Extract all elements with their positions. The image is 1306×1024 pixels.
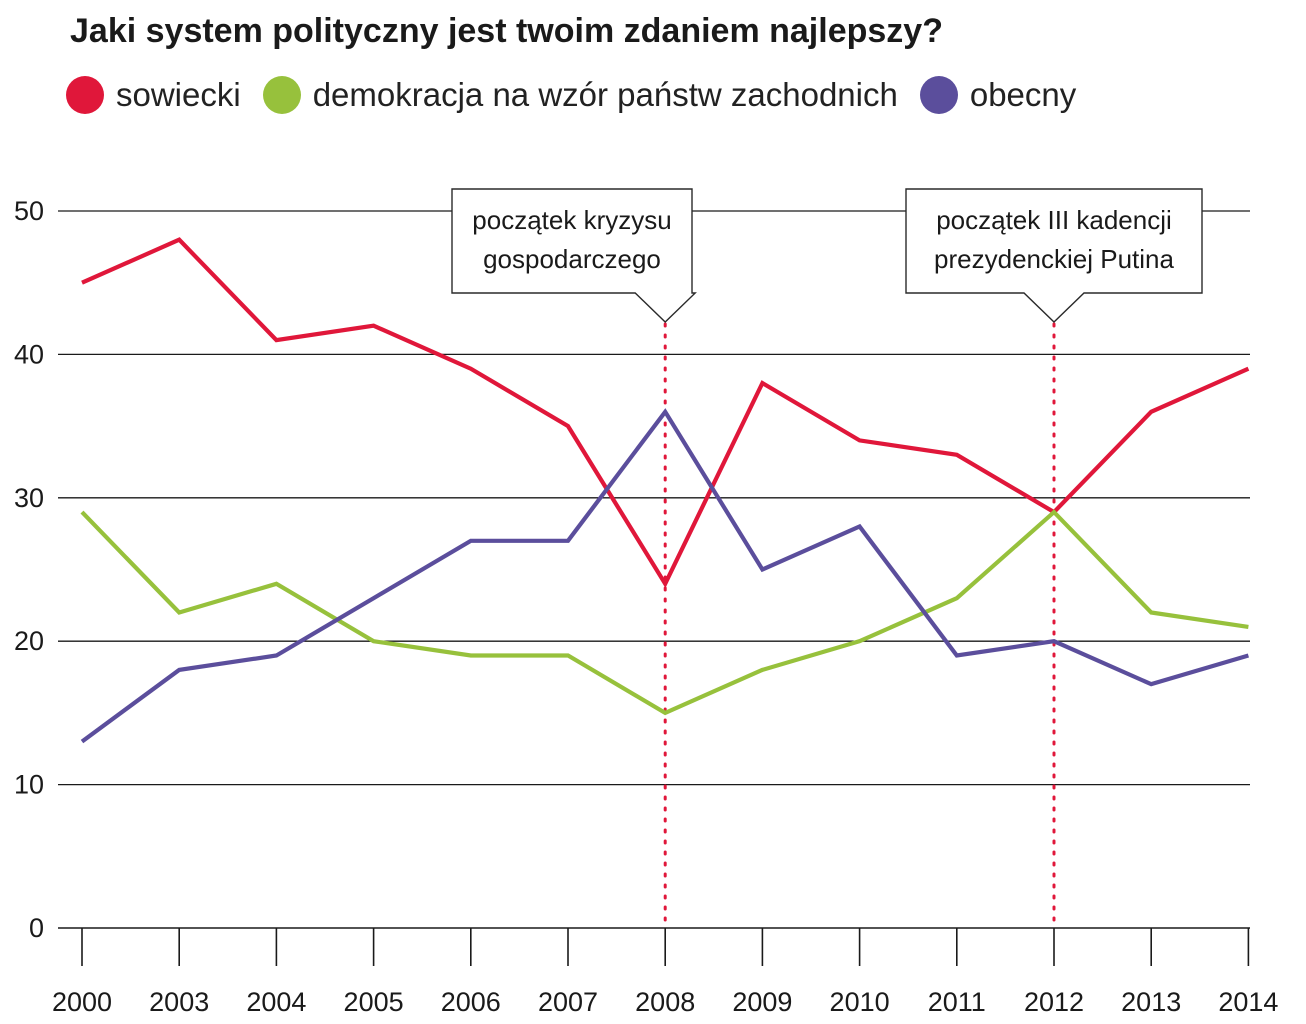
- y-tick-label-0: 0: [29, 913, 44, 943]
- x-tick-label-2004: 2004: [246, 987, 306, 1017]
- y-tick-label-40: 40: [14, 339, 44, 369]
- legend-marker-obecny: [919, 76, 958, 114]
- x-axis: 2000 2003 2004 2005 2006 2007 2008 2009 2010 2011…: [52, 928, 1278, 1017]
- annotation-text-0-0: początek kryzysu: [472, 205, 671, 235]
- x-tick-label-2005: 2005: [344, 987, 404, 1017]
- x-tick-label-2014: 2014: [1218, 987, 1278, 1017]
- legend-label-demokracja: demokracja na wzór państw zachodnich: [312, 76, 898, 113]
- legend-marker-sowiecki: [66, 76, 104, 114]
- annotation-text-0-1: gospodarczego: [483, 244, 661, 274]
- y-tick-label-20: 20: [14, 626, 44, 656]
- x-tick-label-2013: 2013: [1121, 987, 1181, 1017]
- chart-title: Jaki system polityczny jest twoim zdanie…: [70, 12, 943, 50]
- legend-item-sowiecki: sowiecki: [66, 76, 241, 114]
- legend-label-sowiecki: sowiecki: [116, 76, 241, 113]
- annotation-box-1: [905, 188, 1203, 323]
- x-tick-label-2000: 2000: [52, 987, 112, 1017]
- x-tick-label-2007: 2007: [538, 987, 598, 1017]
- legend-label-obecny: obecny: [969, 76, 1077, 113]
- annotations: początek kryzysu gospodarczego początek II…: [451, 188, 1203, 323]
- series-lines: [80, 237, 1250, 744]
- x-tick-label-2008: 2008: [635, 987, 695, 1017]
- x-tick-label-2012: 2012: [1024, 987, 1084, 1017]
- x-tick-label-2009: 2009: [732, 987, 792, 1017]
- y-tick-label-30: 30: [14, 483, 44, 513]
- y-tick-label-50: 50: [14, 196, 44, 226]
- legend-marker-demokracja: [262, 76, 301, 114]
- x-tick-label-2006: 2006: [441, 987, 501, 1017]
- x-tick-label-2010: 2010: [830, 987, 890, 1017]
- annotation-text-1-0: początek III kadencji: [936, 205, 1172, 235]
- legend: sowiecki demokracja na wzór państw zacho…: [66, 76, 1098, 114]
- x-tick-label-2003: 2003: [149, 987, 209, 1017]
- legend-item-obecny: obecny: [919, 76, 1077, 114]
- y-axis-labels: 0 10 20 30 40 50: [14, 196, 44, 943]
- annotation-markers: [663, 322, 1056, 924]
- annotation-text-1-1: prezydenckiej Putina: [934, 244, 1174, 274]
- annotation-box-0: [451, 188, 697, 323]
- x-tick-label-2011: 2011: [928, 987, 986, 1017]
- legend-item-demokracja: demokracja na wzór państw zachodnich: [262, 76, 898, 114]
- y-tick-label-10: 10: [14, 770, 44, 800]
